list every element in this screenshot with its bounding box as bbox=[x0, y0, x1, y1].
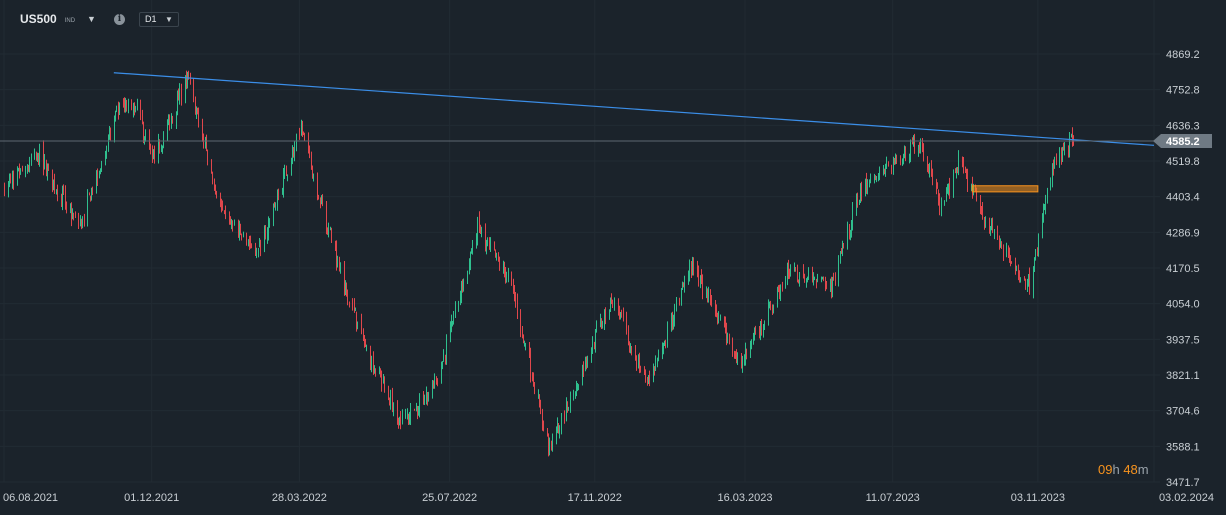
time-axis-label: 01.12.2021 bbox=[124, 492, 179, 504]
countdown-hours-unit: h bbox=[1112, 462, 1120, 477]
time-axis-label: 03.11.2023 bbox=[1011, 492, 1065, 504]
price-axis-label: 4636.3 bbox=[1166, 120, 1200, 132]
price-axis-label: 4519.8 bbox=[1166, 156, 1200, 168]
price-axis-label: 4869.2 bbox=[1166, 49, 1200, 61]
symbol-dropdown-icon[interactable]: ▼ bbox=[87, 14, 96, 24]
chevron-down-icon: ▼ bbox=[165, 14, 173, 24]
trendline[interactable] bbox=[113, 72, 1155, 146]
current-price-label: 4585.2 bbox=[1166, 136, 1200, 148]
price-axis-label: 4286.9 bbox=[1166, 227, 1200, 239]
price-axis-label: 4403.4 bbox=[1166, 192, 1200, 204]
candle-countdown: 09h 48m bbox=[1098, 462, 1149, 477]
chart-toolbar: US500 IND ▼ i D1 ▼ bbox=[20, 10, 179, 28]
price-axis-label: 3821.1 bbox=[1166, 370, 1200, 382]
resistance-zone[interactable] bbox=[971, 185, 1039, 193]
time-axis-label: 03.02.2024 bbox=[1159, 492, 1214, 504]
price-axis-label: 4054.0 bbox=[1166, 299, 1200, 311]
countdown-hours: 09 bbox=[1098, 462, 1113, 477]
timeframe-value: D1 bbox=[144, 14, 157, 24]
time-axis-label: 11.07.2023 bbox=[866, 492, 920, 504]
price-axis-label: 4752.8 bbox=[1166, 85, 1200, 97]
countdown-minutes-unit: m bbox=[1137, 462, 1149, 477]
price-axis-label: 3704.6 bbox=[1166, 406, 1200, 418]
time-axis-label: 17.11.2022 bbox=[568, 492, 622, 504]
symbol-type-label: IND bbox=[64, 18, 76, 24]
price-axis-label: 3471.7 bbox=[1166, 477, 1200, 489]
symbol-name[interactable]: US500 bbox=[20, 12, 57, 26]
price-axis-label: 4170.5 bbox=[1166, 263, 1200, 275]
info-icon[interactable]: i bbox=[113, 13, 125, 25]
timeframe-select[interactable]: D1 ▼ bbox=[138, 11, 179, 27]
price-axis-label: 3937.5 bbox=[1166, 334, 1200, 346]
current-price-tag bbox=[1153, 133, 1212, 148]
price-axis-label: 3588.1 bbox=[1166, 441, 1200, 453]
time-axis-label: 16.03.2023 bbox=[717, 492, 772, 504]
time-axis-label: 25.07.2022 bbox=[422, 492, 477, 504]
countdown-minutes: 48 bbox=[1123, 462, 1138, 477]
time-axis-label: 28.03.2022 bbox=[272, 492, 327, 504]
time-axis-label: 06.08.2021 bbox=[3, 492, 58, 504]
